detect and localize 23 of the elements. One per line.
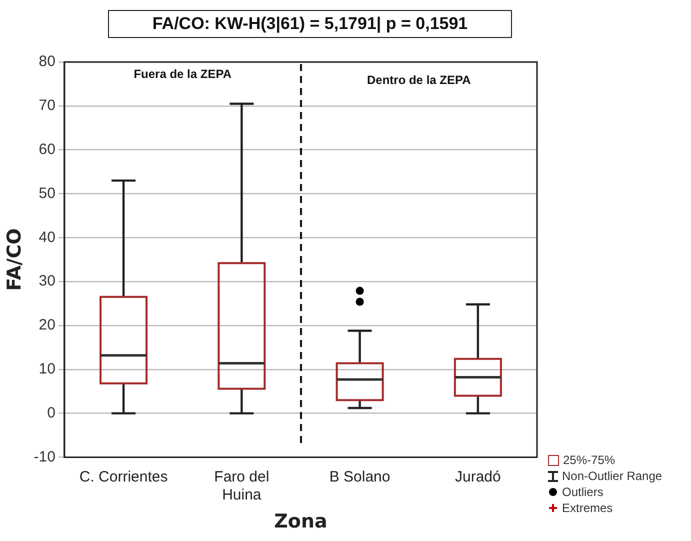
text: Non-Outlier Range xyxy=(561,468,662,484)
y-tick-label: 40 xyxy=(38,228,56,246)
y-tick-label: 70 xyxy=(38,97,56,114)
y-tick-label: 50 xyxy=(38,184,56,202)
y-tick-label: -10 xyxy=(34,448,56,466)
x-tick-label: Faro del Huina xyxy=(214,468,270,504)
text: 25%-75% xyxy=(562,452,616,468)
y-axis-title: FA/CO xyxy=(3,228,26,291)
chart-title: FA/CO: KW-H(3|61) = 5,1791| p = 0,1591 xyxy=(108,10,512,38)
x-tick-label: B Solano xyxy=(329,468,390,486)
annotation: Fuera de la ZEPA xyxy=(134,67,232,81)
y-tick-label: 60 xyxy=(38,140,56,158)
x-axis-title: Zona xyxy=(274,510,328,533)
y-tick-label: 30 xyxy=(38,272,56,290)
text: Outliers xyxy=(561,484,604,500)
y-tick-label: 20 xyxy=(38,316,56,334)
x-tick-label: Juradó xyxy=(454,468,501,486)
annotation: Dentro de la ZEPA xyxy=(366,73,472,87)
y-tick-label: 0 xyxy=(47,404,56,422)
x-tick-label: C. Corrientes xyxy=(79,468,168,486)
y-tick-label: 80 xyxy=(38,53,56,70)
text: Extremes xyxy=(561,500,614,516)
y-tick-label: 10 xyxy=(38,360,56,378)
